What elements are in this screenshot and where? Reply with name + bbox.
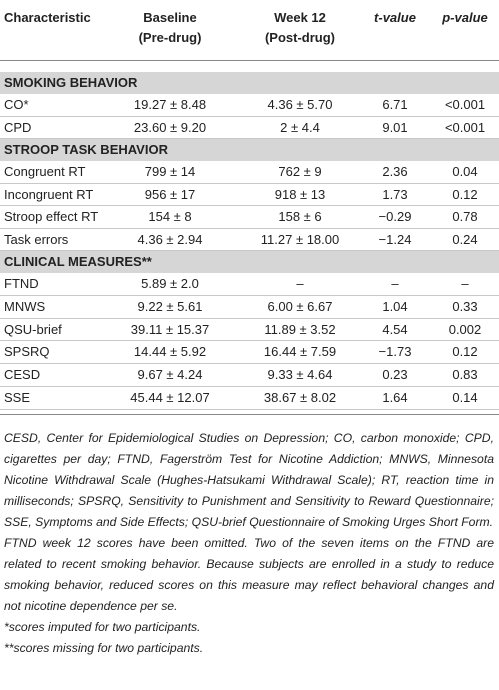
table-cell: 956 ± 17 bbox=[144, 186, 196, 202]
table-cell: 9.01 bbox=[382, 119, 408, 135]
table-cell: CESD bbox=[4, 367, 41, 383]
table-cell: 6.00 ± 6.67 bbox=[267, 298, 333, 314]
row-rule bbox=[0, 205, 499, 206]
table-cell: 14.44 ± 5.92 bbox=[133, 344, 207, 360]
header-p: p-value bbox=[442, 10, 488, 25]
table-cell: <0.001 bbox=[444, 119, 486, 135]
table-cell: 6.71 bbox=[382, 97, 408, 112]
table-cell: 4.36 ± 2.94 bbox=[137, 231, 203, 247]
table-cell: 39.11 ± 15.37 bbox=[130, 321, 210, 337]
table-cell: 158 ± 6 bbox=[278, 209, 322, 224]
row-rule bbox=[0, 363, 499, 365]
table-cell: 0.002 bbox=[448, 321, 482, 337]
table-cell: 19.27 ± 8.48 bbox=[133, 97, 207, 112]
footnote: FTND week 12 scores have been omitted. T… bbox=[4, 536, 494, 613]
table-cell: 918 ± 13 bbox=[274, 186, 326, 202]
table-cell: 1.64 bbox=[382, 390, 408, 405]
table-cell: 0.83 bbox=[452, 367, 478, 383]
table-cell: QSU-brief bbox=[4, 321, 62, 337]
header-baseline: Baseline bbox=[143, 10, 197, 25]
row-rule bbox=[0, 386, 499, 387]
table-cell: 5.89 ± 2.0 bbox=[141, 276, 199, 291]
rule bbox=[0, 413, 499, 415]
table-cell: Incongruent RT bbox=[4, 186, 94, 202]
rule bbox=[0, 60, 499, 61]
table-cell: 9.22 ± 5.61 bbox=[137, 298, 203, 314]
table-cell: – bbox=[461, 276, 469, 291]
table-cell: 0.78 bbox=[452, 209, 478, 224]
header-week12: Week 12 bbox=[274, 10, 326, 25]
table-cell: CPD bbox=[4, 119, 32, 135]
table-cell: FTND bbox=[4, 276, 39, 291]
table-cell: −1.73 bbox=[378, 344, 412, 360]
section-title: CLINICAL MEASURES** bbox=[0, 251, 499, 273]
section-title: SMOKING BEHAVIOR bbox=[0, 72, 499, 94]
table-cell: SSE bbox=[4, 390, 31, 405]
table-cell: CO* bbox=[4, 97, 29, 112]
table-cell: 0.12 bbox=[452, 186, 478, 202]
table-cell: Congruent RT bbox=[4, 164, 86, 179]
table-cell: 45.44 ± 12.07 bbox=[130, 390, 210, 405]
table-cell: 0.14 bbox=[452, 390, 478, 405]
table-cell: 38.67 ± 8.02 bbox=[263, 390, 337, 405]
header-week12: (Post-drug) bbox=[264, 30, 336, 45]
table-cell: MNWS bbox=[4, 298, 46, 314]
row-rule bbox=[0, 182, 499, 184]
row-rule bbox=[0, 115, 499, 117]
table-cell: 9.33 ± 4.64 bbox=[267, 367, 333, 383]
table-cell: 0.04 bbox=[452, 164, 478, 179]
row-rule bbox=[0, 250, 499, 251]
table-cell: 4.54 bbox=[382, 321, 408, 337]
row-rule bbox=[0, 227, 499, 229]
table-cell: 1.04 bbox=[382, 298, 408, 314]
table-cell: 799 ± 14 bbox=[144, 164, 196, 179]
table-cell: 1.73 bbox=[382, 186, 408, 202]
section-title: STROOP TASK BEHAVIOR bbox=[0, 139, 499, 161]
table-cell: 9.67 ± 4.24 bbox=[137, 367, 203, 383]
row-rule bbox=[0, 294, 499, 296]
table-cell: 0.24 bbox=[452, 231, 478, 247]
row-rule bbox=[0, 317, 499, 319]
table-cell: 2.36 bbox=[382, 164, 408, 179]
header-characteristic: Characteristic bbox=[4, 10, 91, 25]
table-cell: 4.36 ± 5.70 bbox=[267, 97, 333, 112]
table-cell: 0.33 bbox=[452, 298, 478, 314]
table-cell: 16.44 ± 7.59 bbox=[263, 344, 337, 360]
row-rule bbox=[0, 138, 499, 139]
table-cell: – bbox=[391, 276, 399, 291]
footnote: CESD, Center for Epidemiological Studies… bbox=[4, 431, 494, 529]
table-cell: −1.24 bbox=[378, 231, 412, 247]
table-cell: 11.27 ± 18.00 bbox=[260, 231, 340, 247]
table-cell: 2 ± 4.4 bbox=[280, 119, 320, 135]
header-t: t-value bbox=[374, 10, 416, 25]
row-rule bbox=[0, 340, 499, 342]
table-cell: 762 ± 9 bbox=[278, 164, 322, 179]
footnote: *scores imputed for two participants. bbox=[4, 620, 201, 634]
table-cell: – bbox=[296, 276, 304, 291]
footnotes: CESD, Center for Epidemiological Studies… bbox=[4, 428, 494, 659]
table-cell: Stroop effect RT bbox=[4, 209, 99, 224]
table-cell: 23.60 ± 9.20 bbox=[133, 119, 207, 135]
row-rule bbox=[0, 408, 499, 410]
footnote: **scores missing for two participants. bbox=[4, 641, 204, 655]
table-cell: 11.89 ± 3.52 bbox=[264, 321, 336, 337]
table-cell: <0.001 bbox=[444, 97, 486, 112]
table-cell: 0.23 bbox=[382, 367, 408, 383]
table-cell: 0.12 bbox=[452, 344, 478, 360]
table-cell: −0.29 bbox=[378, 209, 412, 224]
header-baseline: (Pre-drug) bbox=[138, 30, 202, 45]
table-cell: SPSRQ bbox=[4, 344, 50, 360]
table-cell: Task errors bbox=[4, 231, 69, 247]
table-cell: 154 ± 8 bbox=[148, 209, 192, 224]
